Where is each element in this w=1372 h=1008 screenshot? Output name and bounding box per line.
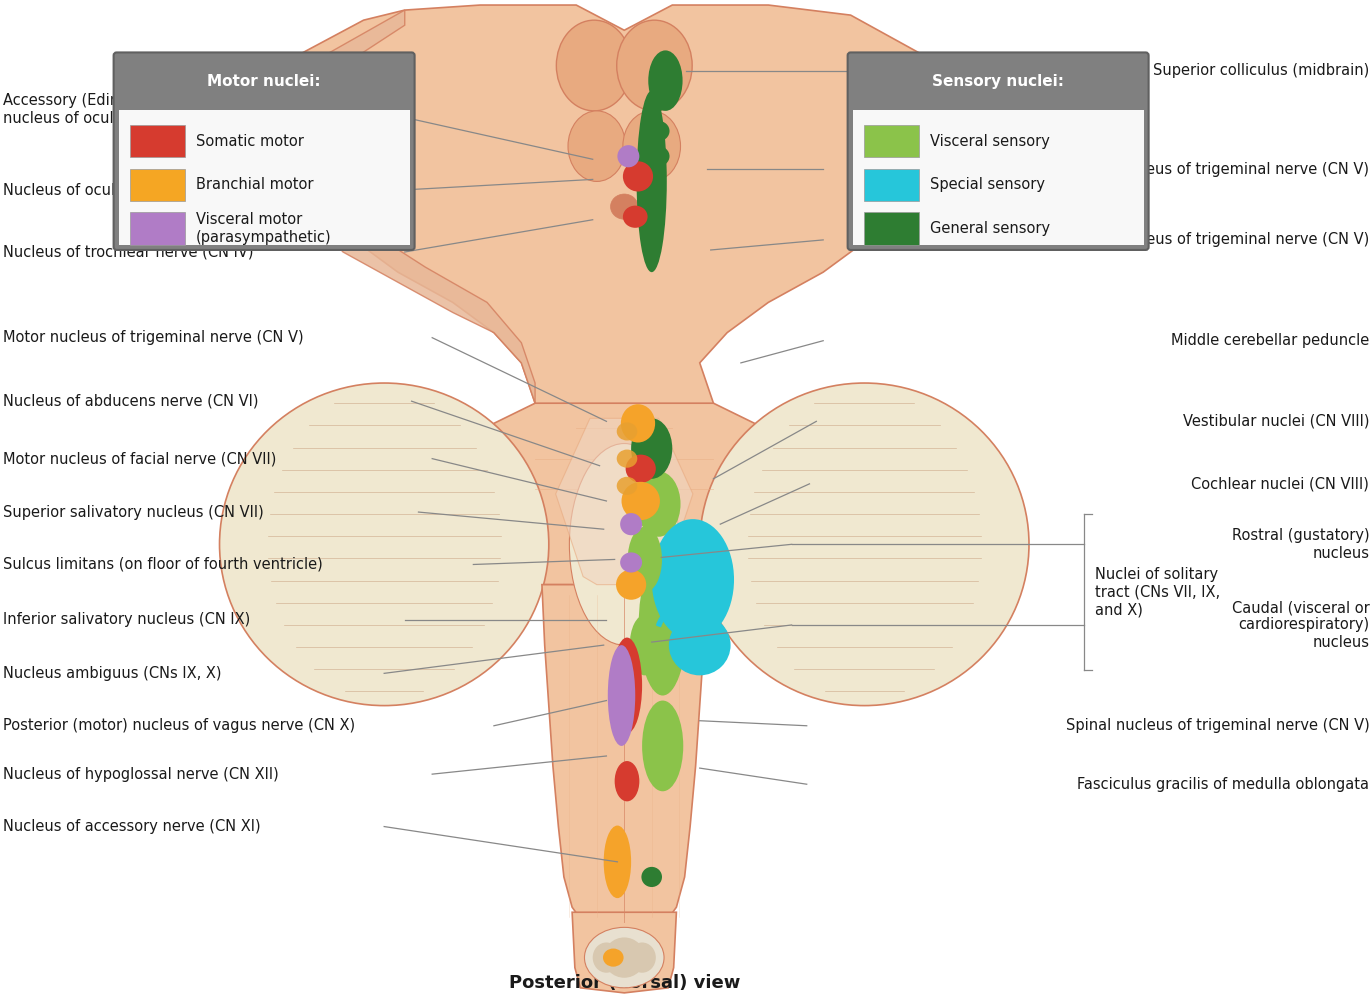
Text: Motor nucleus of trigeminal nerve (CN V): Motor nucleus of trigeminal nerve (CN V) [3,331,303,345]
Ellipse shape [628,942,656,973]
Ellipse shape [648,146,670,166]
Ellipse shape [639,554,687,696]
Text: Vestibular nuclei (CN VIII): Vestibular nuclei (CN VIII) [1183,414,1369,428]
Text: Mesencephalic nucleus of trigeminal nerve (CN V): Mesencephalic nucleus of trigeminal nerv… [1003,162,1369,176]
Text: Sulcus limitans (on floor of fourth ventricle): Sulcus limitans (on floor of fourth vent… [3,557,322,572]
Text: Principal sensory nucleus of trigeminal nerve (CN V): Principal sensory nucleus of trigeminal … [986,233,1369,247]
Ellipse shape [637,91,667,272]
Ellipse shape [612,638,642,734]
Ellipse shape [642,701,683,791]
Text: Caudal (visceral or
cardiorespiratory)
nucleus: Caudal (visceral or cardiorespiratory) n… [1232,600,1369,650]
Ellipse shape [557,20,631,111]
Ellipse shape [220,383,549,706]
Text: Nucleus of trochlear nerve (CN IV): Nucleus of trochlear nerve (CN IV) [3,245,254,259]
Text: Sensory nuclei:: Sensory nuclei: [932,75,1065,89]
Ellipse shape [620,513,642,535]
Text: General sensory: General sensory [930,221,1051,236]
Ellipse shape [642,867,661,887]
Ellipse shape [648,121,670,141]
Ellipse shape [617,422,637,440]
FancyBboxPatch shape [864,213,919,245]
Ellipse shape [623,161,653,192]
Text: Cochlear nuclei (CN VIII): Cochlear nuclei (CN VIII) [1191,477,1369,491]
Ellipse shape [620,404,656,443]
Ellipse shape [626,455,656,483]
Ellipse shape [568,111,626,181]
Ellipse shape [670,615,731,675]
PathPatch shape [466,403,782,585]
Text: Inferior salivatory nucleus (CN IX): Inferior salivatory nucleus (CN IX) [3,613,250,627]
Ellipse shape [617,450,637,468]
Ellipse shape [622,482,660,520]
Ellipse shape [604,949,624,967]
Ellipse shape [628,527,661,593]
Ellipse shape [630,615,660,675]
PathPatch shape [268,5,960,444]
Ellipse shape [648,91,670,111]
Ellipse shape [617,20,693,111]
FancyBboxPatch shape [130,213,185,245]
Text: Fasciculus gracilis of medulla oblongata: Fasciculus gracilis of medulla oblongata [1077,777,1369,791]
Ellipse shape [637,472,681,536]
FancyBboxPatch shape [118,110,410,245]
Text: Visceral sensory: Visceral sensory [930,134,1050,148]
Ellipse shape [623,111,681,181]
Text: Posterior (dorsal) view: Posterior (dorsal) view [509,974,740,992]
Ellipse shape [652,519,734,640]
Text: Nucleus of accessory nerve (CN XI): Nucleus of accessory nerve (CN XI) [3,820,261,834]
Text: Spinal nucleus of trigeminal nerve (CN V): Spinal nucleus of trigeminal nerve (CN V… [1066,719,1369,733]
Text: Somatic motor: Somatic motor [196,134,305,148]
FancyBboxPatch shape [848,52,1148,250]
Text: Superior colliculus (midbrain): Superior colliculus (midbrain) [1152,64,1369,78]
Ellipse shape [617,145,639,167]
Ellipse shape [700,383,1029,706]
Ellipse shape [631,418,672,479]
FancyBboxPatch shape [864,125,919,157]
Ellipse shape [584,927,664,988]
Text: Motor nucleus of facial nerve (CN VII): Motor nucleus of facial nerve (CN VII) [3,452,276,466]
Ellipse shape [617,477,637,495]
Ellipse shape [620,552,642,573]
Text: Visceral motor
(parasympathetic): Visceral motor (parasympathetic) [196,213,332,245]
PathPatch shape [556,418,693,585]
Text: Posterior (motor) nucleus of vagus nerve (CN X): Posterior (motor) nucleus of vagus nerve… [3,719,355,733]
Ellipse shape [611,194,638,220]
Text: Nucleus of hypoglossal nerve (CN XII): Nucleus of hypoglossal nerve (CN XII) [3,767,279,781]
Ellipse shape [616,570,646,600]
Text: Motor nuclei:: Motor nuclei: [207,75,321,89]
Text: Nucleus of abducens nerve (CN VI): Nucleus of abducens nerve (CN VI) [3,394,258,408]
Ellipse shape [623,206,648,228]
Ellipse shape [648,50,682,111]
Text: Middle cerebellar peduncle: Middle cerebellar peduncle [1172,334,1369,348]
Text: Rostral (gustatory)
nucleus: Rostral (gustatory) nucleus [1232,528,1369,560]
Text: Nucleus ambiguus (CNs IX, X): Nucleus ambiguus (CNs IX, X) [3,666,221,680]
FancyBboxPatch shape [852,110,1144,245]
FancyBboxPatch shape [130,125,185,157]
Text: Branchial motor: Branchial motor [196,177,314,193]
FancyBboxPatch shape [864,168,919,201]
Ellipse shape [615,761,639,801]
PathPatch shape [542,585,707,927]
PathPatch shape [274,10,535,403]
Ellipse shape [608,645,635,746]
Text: Special sensory: Special sensory [930,177,1045,193]
PathPatch shape [572,912,676,993]
FancyBboxPatch shape [114,52,414,250]
Text: Accessory (Edinger-Westphal)
nucleus of oculomotor nerve (CN III): Accessory (Edinger-Westphal) nucleus of … [3,93,268,125]
Ellipse shape [604,937,645,978]
Ellipse shape [593,942,620,973]
Text: Nucleus of oculomotor nerve (CN III): Nucleus of oculomotor nerve (CN III) [3,182,269,197]
Text: Superior salivatory nucleus (CN VII): Superior salivatory nucleus (CN VII) [3,505,263,519]
FancyBboxPatch shape [130,168,185,201]
Ellipse shape [604,826,631,898]
Text: Nuclei of solitary
tract (CNs VII, IX,
and X): Nuclei of solitary tract (CNs VII, IX, a… [1095,568,1220,617]
Ellipse shape [569,444,679,645]
